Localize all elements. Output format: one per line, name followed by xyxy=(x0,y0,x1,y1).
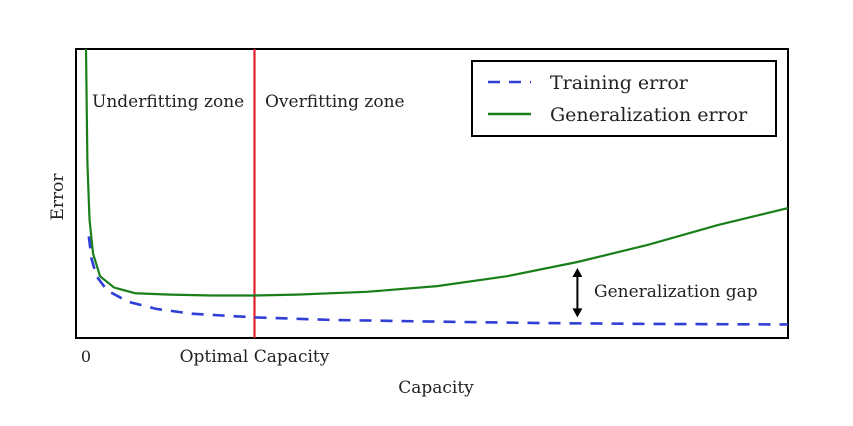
legend-label-generalization-error: Generalization error xyxy=(550,104,748,126)
training-error-line xyxy=(87,236,789,326)
generalization-gap-label: Generalization gap xyxy=(594,282,758,302)
y-axis-label: Error xyxy=(48,173,68,221)
legend-label-training-error: Training error xyxy=(550,72,689,94)
underfitting-zone-label: Underfitting zone xyxy=(92,92,244,112)
legend-box xyxy=(471,60,777,137)
x-axis-label: Capacity xyxy=(398,378,474,398)
generalization-error-line xyxy=(84,48,789,297)
plot-frame xyxy=(75,48,789,339)
overfitting-zone-label: Overfitting zone xyxy=(265,92,405,112)
legend: Training error Generalization error xyxy=(471,60,777,137)
x-tick-label-optimal-capacity: Optimal Capacity xyxy=(180,347,330,367)
x-tick-label-zero: 0 xyxy=(81,347,91,366)
generalization-gap-arrow xyxy=(572,268,583,318)
